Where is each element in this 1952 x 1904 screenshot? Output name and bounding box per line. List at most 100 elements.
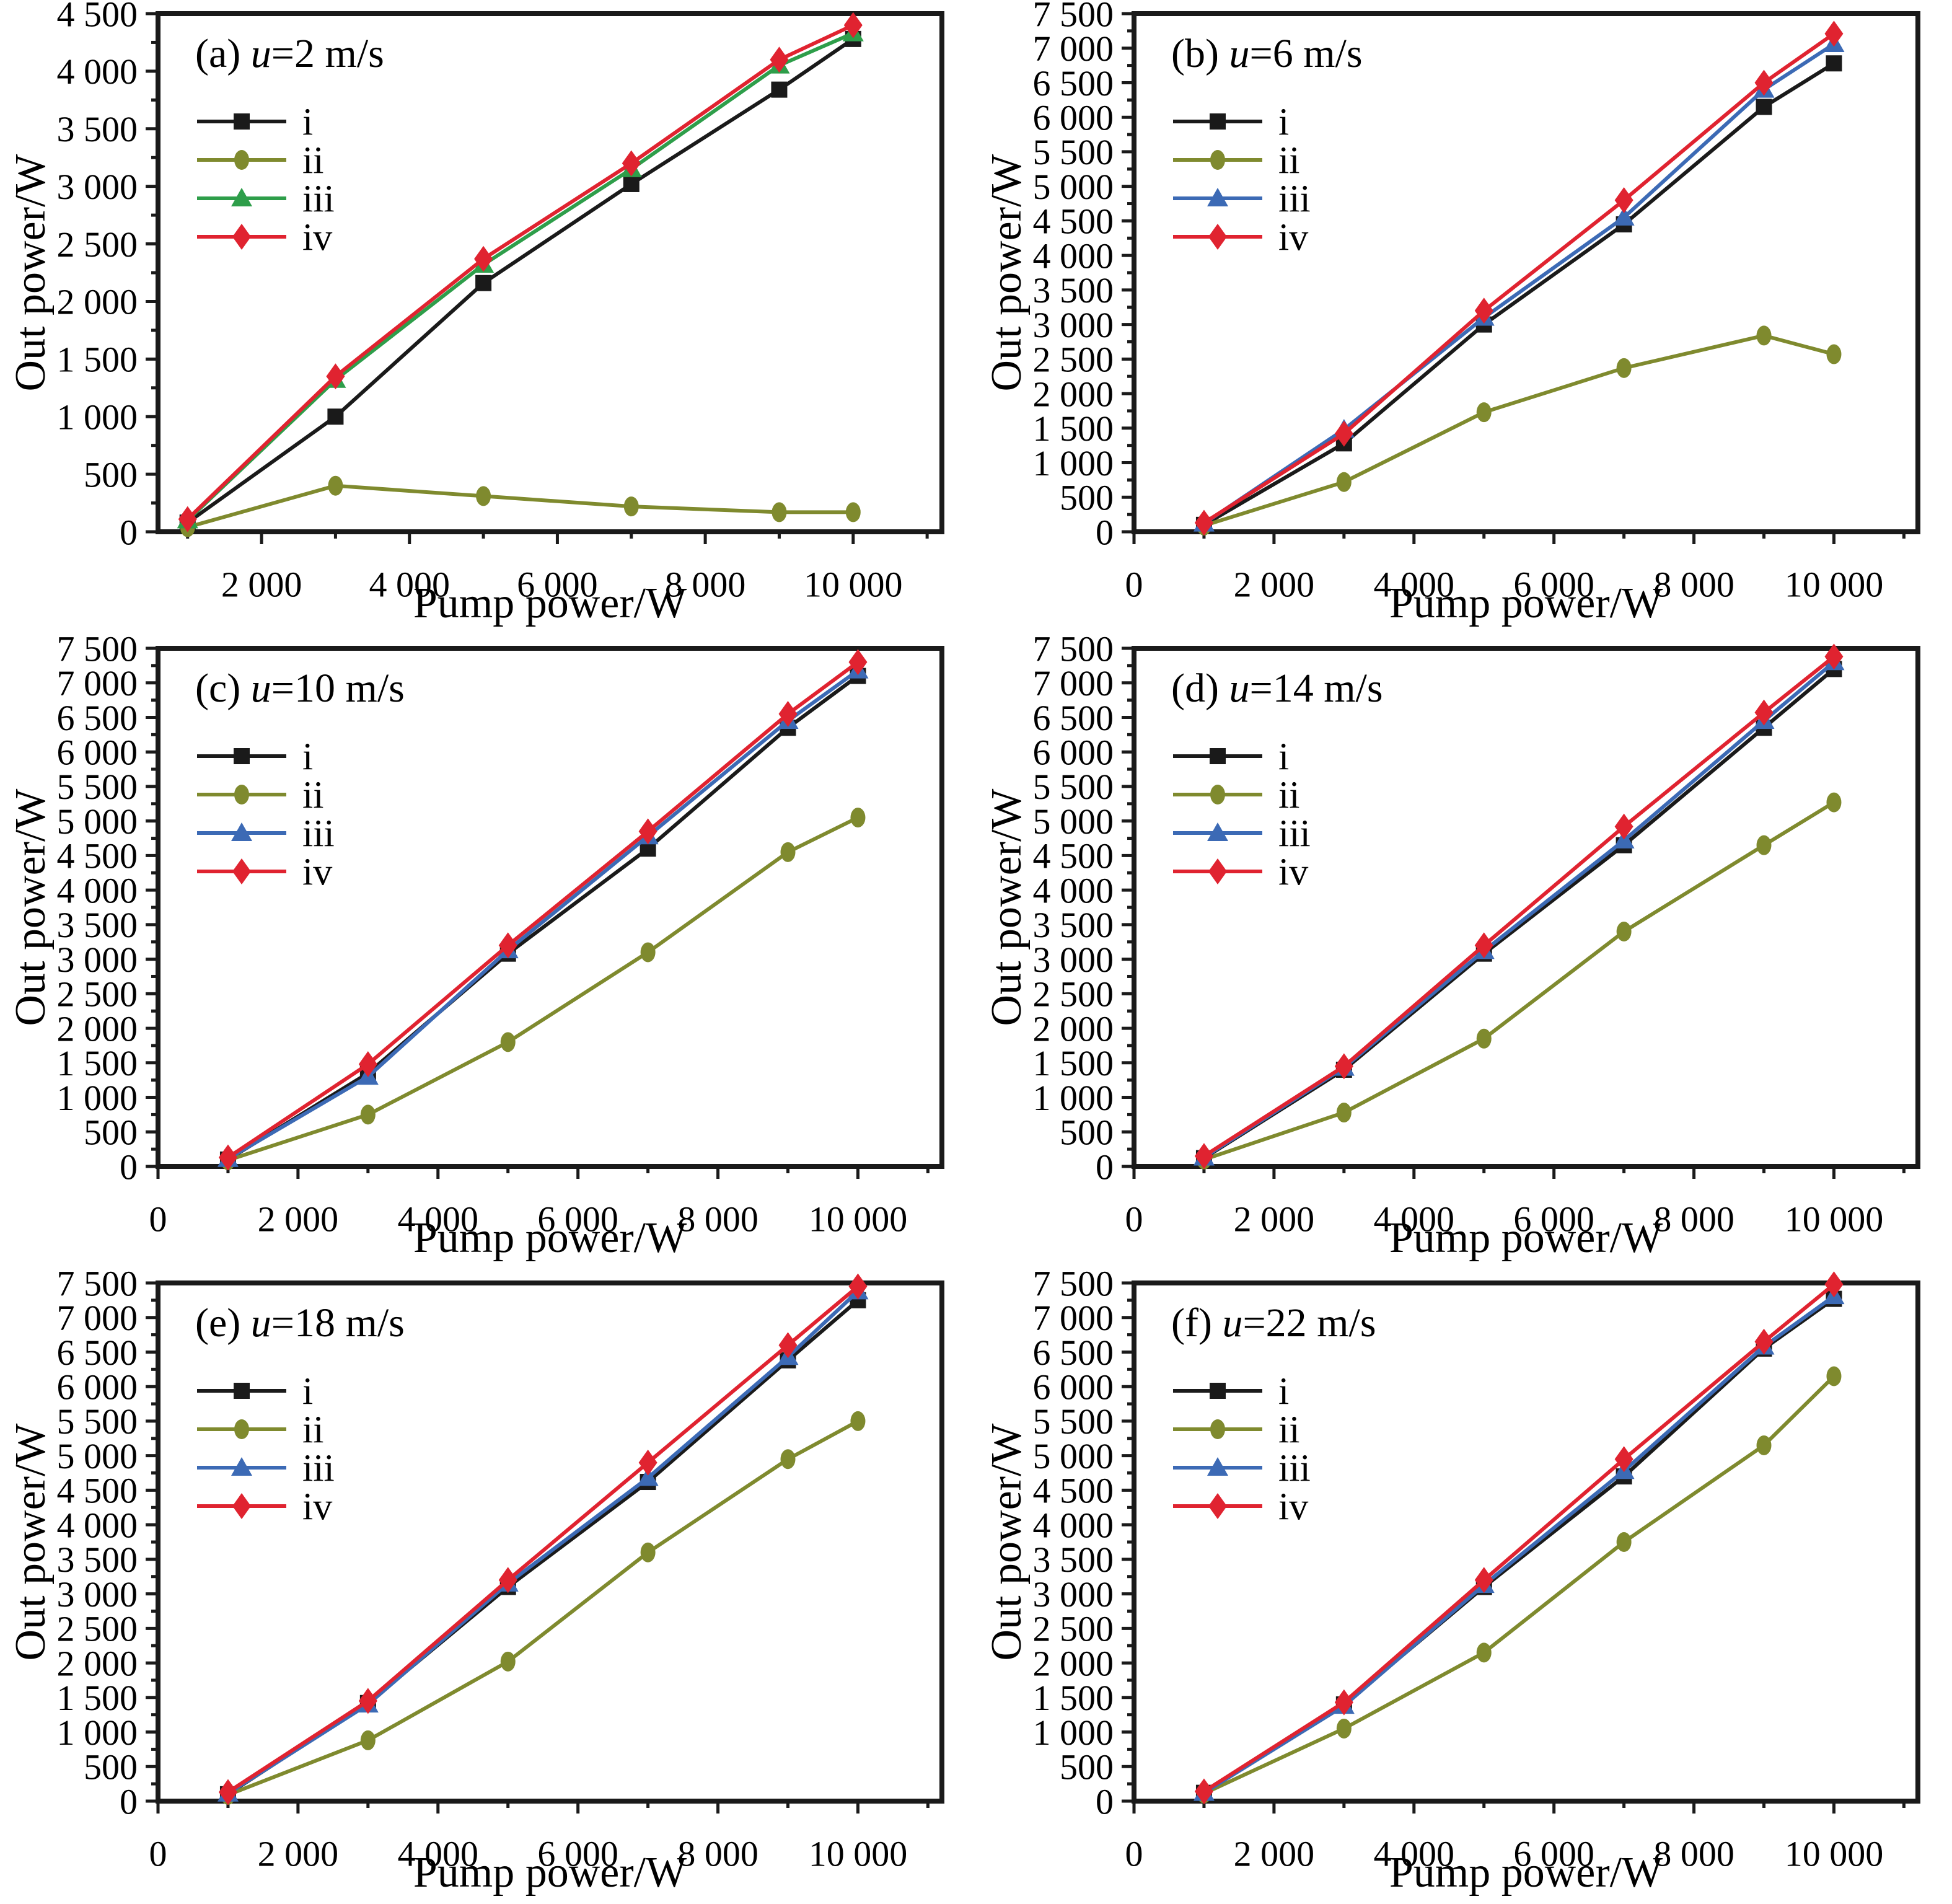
- legend-label: iv: [302, 217, 332, 259]
- legend-item-iii: iii: [1173, 813, 1311, 855]
- data-point-iv: [358, 1051, 377, 1078]
- series-line-iv: [1203, 1282, 1835, 1793]
- data-point-ii: [1476, 402, 1492, 423]
- x-tick-label: 10 000: [809, 1199, 908, 1240]
- series-iii: [217, 659, 869, 1167]
- data-point-iv: [1194, 1778, 1213, 1805]
- panel-e: 0 500 1 000 1 500 2 000 2 500 3 000 3 500 4 000 4…: [0, 1269, 976, 1904]
- y-tick-label: 1 500: [1033, 1678, 1114, 1718]
- data-point-iv: [1334, 420, 1353, 447]
- legend-item-i: i: [197, 1371, 313, 1413]
- y-tick-label: 7 500: [57, 635, 138, 669]
- legend-item-iii: iii: [1173, 1448, 1311, 1490]
- data-point-iv: [474, 245, 493, 272]
- y-tick-label: 500: [84, 1747, 138, 1787]
- plot-frame: [156, 11, 944, 534]
- series-line-ii: [1203, 333, 1835, 527]
- legend-item-i: i: [1173, 736, 1289, 778]
- x-tick-label: 8 000: [677, 1199, 758, 1240]
- y-tick-label: 2 000: [57, 1008, 138, 1049]
- data-point-iv: [1474, 298, 1493, 324]
- legend-item-iii: iii: [1173, 178, 1311, 221]
- panel-a: 0 500 1 000 1 500 2 000 2 500 3 000 3 500 4 000 4…: [0, 0, 976, 635]
- x-tick-label: 10 000: [809, 1834, 908, 1874]
- x-tick-label: 8 000: [1653, 1199, 1734, 1240]
- y-tick-label: 2 500: [57, 1609, 138, 1649]
- data-point-ii: [1826, 792, 1842, 813]
- y-tick-label: 4 500: [1033, 1471, 1114, 1511]
- panel-title: (c) u=10 m/s: [195, 666, 405, 711]
- legend-label: ii: [1278, 775, 1299, 817]
- panel-title: (d) u=14 m/s: [1171, 666, 1383, 711]
- y-axis-title: Out power/W: [983, 1424, 1031, 1661]
- legend-label: ii: [302, 775, 323, 817]
- legend-square-icon: [234, 113, 250, 130]
- x-axis-title: Pump power/W: [413, 580, 687, 627]
- data-point-iv: [218, 1779, 237, 1805]
- data-point-iv: [1334, 1053, 1353, 1080]
- y-tick-label: 2 000: [57, 1643, 138, 1683]
- x-tick-label: 0: [149, 1834, 167, 1874]
- legend-triangle-icon: [1207, 1457, 1228, 1476]
- data-point-ii: [850, 808, 866, 828]
- data-point-iv: [1614, 813, 1633, 840]
- legend-item-iii: iii: [197, 1448, 335, 1490]
- series-i: [1195, 1290, 1842, 1801]
- data-point-iv: [1334, 1689, 1353, 1716]
- data-point-iv: [1614, 187, 1633, 213]
- panel-title: (b) u=6 m/s: [1171, 31, 1363, 76]
- data-point-i: [327, 408, 344, 425]
- y-tick-label: 7 500: [1033, 0, 1114, 34]
- y-tick-label: 3 000: [57, 1574, 138, 1615]
- data-point-ii: [640, 1542, 656, 1562]
- x-axis: 0 2 000 4 000 6 000 8 000 10 000: [1125, 532, 1906, 605]
- x-tick-label: 6 000: [1513, 1199, 1594, 1240]
- y-tick-label: 1 500: [1033, 1043, 1114, 1083]
- legend-label: iii: [302, 1448, 335, 1490]
- legend-label: i: [302, 1371, 313, 1413]
- series-iv: [178, 12, 863, 532]
- y-tick-label: 7 000: [1033, 29, 1114, 69]
- legend-ellipse-icon: [234, 1419, 249, 1439]
- y-axis-title: Out power/W: [983, 154, 1031, 392]
- y-tick-label: 1 000: [57, 1078, 138, 1118]
- legend-diamond-icon: [1208, 224, 1227, 250]
- data-point-ii: [360, 1104, 376, 1125]
- y-tick-label: 3 000: [1033, 1574, 1114, 1615]
- x-tick-label: 10 000: [1785, 1199, 1884, 1240]
- x-tick-label: 0: [1125, 1834, 1143, 1874]
- y-tick-label: 500: [1060, 1747, 1114, 1787]
- legend-diamond-icon: [232, 224, 251, 250]
- y-tick-label: 2 500: [1033, 340, 1114, 380]
- data-point-iv: [848, 1273, 868, 1300]
- x-axis-title: Pump power/W: [1389, 1849, 1663, 1897]
- data-point-iv: [1824, 643, 1844, 670]
- legend-item-ii: ii: [197, 1409, 323, 1452]
- legend-label: ii: [1278, 1409, 1299, 1452]
- series-line-iv: [1203, 32, 1835, 525]
- series-line-ii: [1203, 801, 1835, 1161]
- series-line-ii: [227, 1419, 859, 1797]
- series-iv: [218, 1273, 868, 1805]
- legend-triangle-icon: [1207, 188, 1228, 206]
- y-tick-label: 7 000: [1033, 663, 1114, 703]
- y-tick-label: 6 000: [1033, 733, 1114, 773]
- legend-item-i: i: [197, 736, 313, 778]
- series-line-ii: [227, 816, 859, 1162]
- y-tick-label: 3 000: [1033, 940, 1114, 980]
- y-tick-label: 5 500: [1033, 132, 1114, 172]
- plot-frame: [156, 646, 944, 1169]
- panel-title: (a) u=2 m/s: [195, 31, 384, 76]
- y-tick-label: 1 000: [1033, 1712, 1114, 1753]
- panel-d: 0 500 1 000 1 500 2 000 2 500 3 000 3 500 4 000 4…: [976, 635, 1952, 1269]
- y-tick-label: 5 500: [57, 1401, 138, 1442]
- series-i: [179, 30, 861, 531]
- x-tick-label: 10 000: [1785, 565, 1884, 605]
- y-tick-label: 500: [1060, 1113, 1114, 1153]
